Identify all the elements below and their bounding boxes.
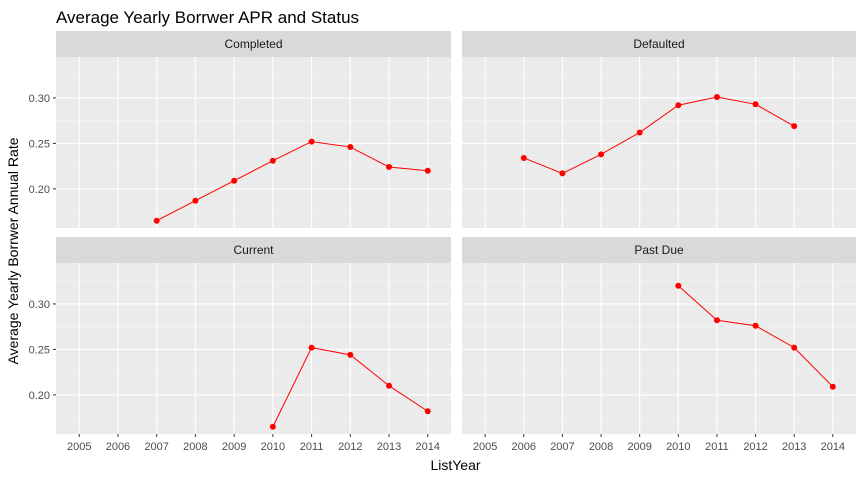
- data-point-defaulted-2006: [520, 154, 527, 161]
- data-point-current-2012: [347, 351, 354, 358]
- data-point-completed-2007: [153, 217, 160, 224]
- data-point-past-due-2010: [675, 282, 682, 289]
- panel-current: Current 0.20 0.25 0.30 2005 2006 2007 2008 2009 2…: [29, 237, 451, 453]
- data-point-defaulted-2009: [636, 129, 643, 136]
- data-point-completed-2013: [386, 164, 393, 171]
- data-point-completed-2010: [269, 157, 276, 164]
- data-point-current-2013: [386, 382, 393, 389]
- data-point-completed-2008: [192, 197, 199, 204]
- y-tick-label: 0.30: [29, 93, 50, 105]
- data-point-defaulted-2008: [598, 151, 605, 158]
- panel-past-due: Past Due 2005 2006 2007 2008 2009 2010 2011 2012…: [462, 237, 856, 453]
- x-tick-label: 2012: [338, 441, 362, 453]
- facet-panels: Completed 0.20 0.25 0.30 Defaulted Current 0.2…: [29, 31, 856, 453]
- data-point-past-due-2014: [829, 383, 836, 390]
- y-tick-label: 0.25: [29, 344, 50, 356]
- strip-label-past-due: Past Due: [634, 243, 684, 257]
- strip-label-defaulted: Defaulted: [633, 37, 684, 51]
- x-tick-label: 2008: [589, 441, 613, 453]
- strip-completed: [56, 31, 451, 57]
- data-point-completed-2014: [424, 167, 431, 174]
- panel-completed: Completed 0.20 0.25 0.30: [29, 31, 451, 228]
- x-tick-label: 2009: [222, 441, 246, 453]
- x-tick-label: 2010: [261, 441, 285, 453]
- data-point-past-due-2013: [791, 344, 798, 351]
- x-tick-label: 2007: [550, 441, 574, 453]
- x-tick-label: 2009: [627, 441, 651, 453]
- strip-label-completed: Completed: [224, 37, 282, 51]
- strip-defaulted: [462, 31, 856, 57]
- x-tick-label: 2006: [512, 441, 536, 453]
- data-point-current-2014: [424, 408, 431, 415]
- x-tick-label: 2005: [67, 441, 91, 453]
- y-axis-title: Average Yearly Borrwer Annual Rate: [5, 137, 21, 364]
- x-tick-label: 2012: [743, 441, 767, 453]
- series-line-defaulted: [523, 96, 795, 174]
- panel-background: [56, 57, 451, 228]
- data-point-completed-2012: [347, 144, 354, 151]
- x-tick-label: 2007: [144, 441, 168, 453]
- x-axis-title: ListYear: [430, 457, 480, 473]
- x-tick-label: 2008: [183, 441, 207, 453]
- data-point-defaulted-2013: [791, 123, 798, 130]
- data-point-current-2010: [269, 423, 276, 430]
- data-point-defaulted-2010: [675, 102, 682, 109]
- x-tick-label: 2010: [666, 441, 690, 453]
- panel-background: [56, 263, 451, 434]
- data-point-past-due-2011: [713, 317, 720, 324]
- data-point-completed-2009: [231, 177, 238, 184]
- data-point-past-due-2012: [752, 322, 759, 329]
- strip-label-current: Current: [233, 243, 274, 257]
- data-point-completed-2011: [308, 138, 315, 145]
- x-tick-label: 2014: [416, 441, 440, 453]
- y-tick-label: 0.30: [29, 299, 50, 311]
- data-point-defaulted-2012: [752, 101, 759, 108]
- data-point-current-2011: [308, 344, 315, 351]
- x-tick-label: 2013: [377, 441, 401, 453]
- strip-past-due: [462, 237, 856, 263]
- x-tick-label: 2011: [705, 441, 729, 453]
- chart-title: Average Yearly Borrwer APR and Status: [56, 8, 359, 27]
- panel-background: [462, 57, 856, 228]
- series-line-completed: [156, 141, 428, 222]
- panel-defaulted: Defaulted: [462, 31, 856, 228]
- y-tick-label: 0.20: [29, 390, 50, 402]
- x-tick-label: 2014: [821, 441, 845, 453]
- data-point-defaulted-2007: [559, 170, 566, 177]
- strip-current: [56, 237, 451, 263]
- panel-background: [462, 263, 856, 434]
- y-tick-label: 0.25: [29, 138, 50, 150]
- x-tick-label: 2006: [106, 441, 130, 453]
- x-tick-label: 2013: [782, 441, 806, 453]
- x-tick-label: 2005: [473, 441, 497, 453]
- y-tick-label: 0.20: [29, 184, 50, 196]
- data-point-defaulted-2011: [713, 94, 720, 101]
- x-tick-label: 2011: [300, 441, 324, 453]
